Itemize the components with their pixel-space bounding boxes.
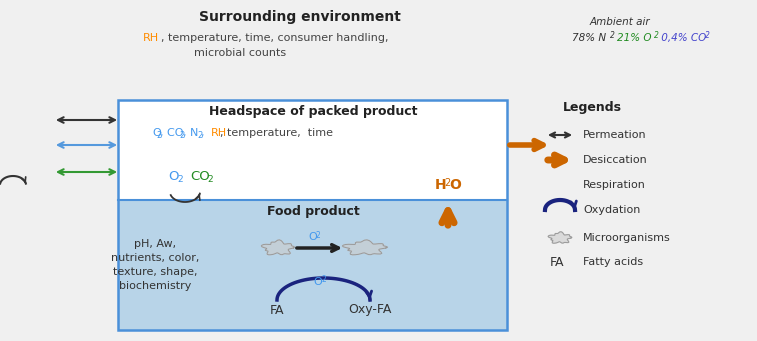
Polygon shape (342, 240, 388, 255)
Text: O: O (168, 170, 179, 183)
Text: RH: RH (210, 128, 227, 138)
Text: 21% O: 21% O (617, 33, 652, 43)
Text: O: O (152, 128, 160, 138)
Text: CO: CO (190, 170, 210, 183)
Text: 0,4% CO: 0,4% CO (658, 33, 706, 43)
Text: FA: FA (269, 303, 284, 316)
Bar (118, 200, 507, 330)
Text: 2: 2 (157, 132, 162, 140)
Text: microbial counts: microbial counts (194, 48, 286, 58)
Text: Food product: Food product (266, 206, 360, 219)
Text: O: O (449, 178, 461, 192)
Text: H: H (435, 178, 447, 192)
Text: Headspace of packed product: Headspace of packed product (209, 105, 417, 119)
Text: Surrounding environment: Surrounding environment (199, 10, 401, 24)
Text: , N: , N (183, 128, 198, 138)
Text: , CO: , CO (160, 128, 184, 138)
Text: 2: 2 (177, 176, 182, 184)
Text: Desiccation: Desiccation (583, 155, 648, 165)
Text: Oxy-FA: Oxy-FA (348, 303, 391, 316)
Text: ,: , (201, 128, 208, 138)
Text: RH: RH (143, 33, 159, 43)
Text: , temperature, time, consumer handling,: , temperature, time, consumer handling, (161, 33, 388, 43)
Text: 2: 2 (610, 31, 615, 41)
Text: O: O (308, 232, 316, 242)
Text: 2: 2 (207, 176, 213, 184)
Text: Fatty acids: Fatty acids (583, 257, 643, 267)
Text: 2: 2 (444, 178, 450, 188)
Bar (118, 100, 507, 200)
Text: Oxydation: Oxydation (583, 205, 640, 215)
Text: Respiration: Respiration (583, 180, 646, 190)
Polygon shape (548, 232, 572, 243)
Polygon shape (261, 240, 294, 255)
Bar (118, 100, 507, 330)
Text: O: O (313, 277, 322, 287)
Text: Ambient air: Ambient air (590, 17, 650, 27)
Text: pH, Aw,
nutrients, color,
texture, shape,
biochemistry: pH, Aw, nutrients, color, texture, shape… (111, 239, 199, 291)
Text: 2: 2 (705, 31, 710, 41)
Text: 2: 2 (179, 132, 185, 140)
Text: Legends: Legends (563, 102, 622, 115)
Text: Permeation: Permeation (583, 130, 646, 140)
Text: , temperature,  time: , temperature, time (220, 128, 333, 138)
Text: Microorganisms: Microorganisms (583, 233, 671, 243)
Text: 2: 2 (316, 231, 321, 239)
Text: 2: 2 (198, 132, 203, 140)
Text: 78% N: 78% N (572, 33, 606, 43)
Text: 2: 2 (321, 276, 326, 284)
Text: 2: 2 (654, 31, 659, 41)
Text: FA: FA (550, 255, 565, 268)
